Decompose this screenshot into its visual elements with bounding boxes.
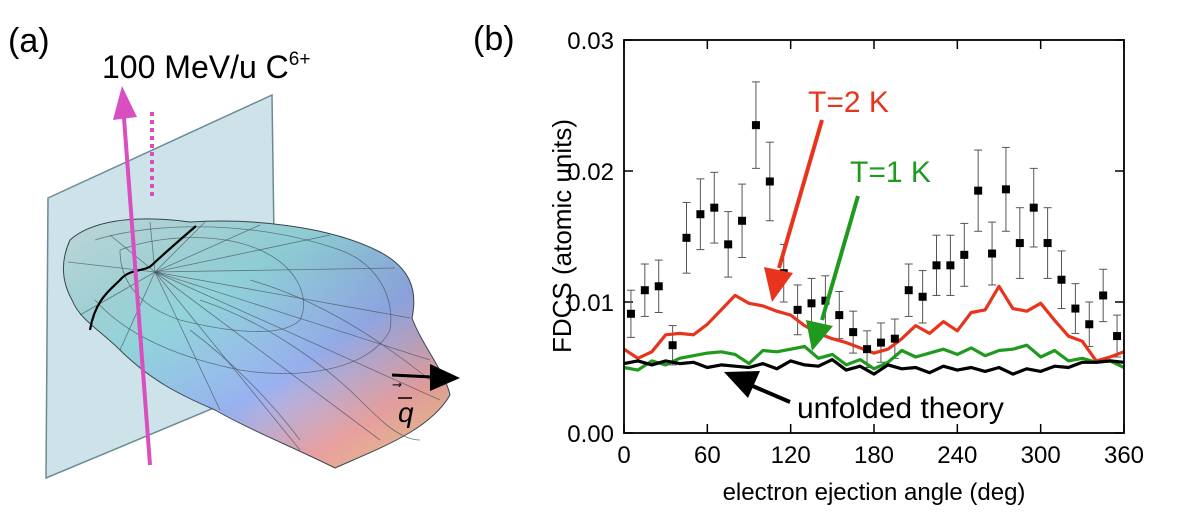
x-tick-label: 300	[1021, 442, 1061, 469]
data-point	[876, 338, 885, 347]
annotation-arrow-t1	[806, 195, 860, 351]
data-point	[668, 341, 677, 350]
beam-arrow	[113, 86, 154, 466]
data-point	[793, 305, 802, 314]
data-point	[1113, 332, 1122, 341]
error-bars	[626, 81, 1122, 368]
data-point	[821, 296, 830, 305]
data-point	[1029, 203, 1038, 212]
y-axis-label: FDCS (atomic units)	[547, 119, 577, 353]
data-point	[946, 261, 955, 270]
x-tick-label: 180	[854, 442, 894, 469]
data-point	[696, 210, 705, 219]
data-point	[751, 121, 760, 130]
y-tick-label: 0.01	[567, 290, 614, 317]
axis-ticks: 0 60 120 180 240 300 360 0.00 0.01 0.02 0.03	[567, 28, 1144, 469]
data-point	[974, 186, 983, 195]
x-tick-label: 360	[1104, 442, 1144, 469]
panel-b-label: (b)	[473, 20, 515, 58]
data-point	[765, 177, 774, 186]
data-point	[1001, 185, 1010, 194]
data-point	[724, 240, 733, 249]
data-point	[710, 203, 719, 212]
theory-line-t2	[623, 284, 1125, 363]
theory-curves	[623, 284, 1125, 376]
data-point	[640, 286, 649, 295]
data-point	[849, 328, 858, 337]
y-tick-label: 0.03	[567, 28, 614, 55]
data-point	[654, 282, 663, 291]
data-point	[807, 299, 816, 308]
annotation-t1: T=1 K	[850, 156, 931, 189]
data-point	[1099, 291, 1108, 300]
data-point	[626, 309, 635, 318]
plot-frame	[623, 39, 1125, 434]
q-label: q	[398, 397, 414, 428]
data-point	[918, 292, 927, 301]
beam-label: 100 MeV/u C6+	[102, 49, 310, 85]
x-tick-label: 60	[694, 442, 721, 469]
theory-line-unfolded	[623, 358, 1125, 376]
annotation-arrow-t2	[764, 119, 824, 302]
data-point	[835, 311, 844, 320]
data-point	[988, 249, 997, 258]
y-tick-label: 0.00	[567, 421, 614, 448]
annotation-arrow-unfolded	[724, 371, 791, 404]
x-tick-label: 240	[937, 442, 977, 469]
data-point	[738, 216, 747, 225]
panel-a-label: (a)	[8, 22, 50, 60]
data-point	[1043, 239, 1052, 248]
data-point	[904, 286, 913, 295]
annotation-t2: T=2 K	[808, 86, 889, 119]
annotation-unfolded-theory: unfolded theory	[797, 392, 1004, 425]
data-point	[863, 345, 872, 354]
data-point	[1085, 320, 1094, 329]
data-point	[1015, 239, 1024, 248]
cross-section-surface	[62, 218, 451, 469]
panel-b: (b) FDCS (atomic units) electron ejectio…	[473, 20, 1144, 506]
data-point	[932, 261, 941, 270]
data-point	[960, 250, 969, 259]
data-point	[1057, 275, 1066, 284]
x-axis-label: electron ejection angle (deg)	[723, 479, 1026, 506]
data-points	[626, 121, 1122, 354]
x-tick-label: 0	[617, 442, 630, 469]
data-point	[890, 334, 899, 343]
beam-label-text: 100 MeV/u C	[102, 49, 289, 85]
data-point	[1071, 304, 1080, 313]
panel-a: (a) 100 MeV/u C6+	[8, 22, 460, 480]
y-tick-label: 0.02	[567, 159, 614, 186]
theory-line-t1	[623, 343, 1125, 372]
data-point	[682, 233, 691, 242]
beam-label-superscript: 6+	[289, 49, 311, 70]
x-tick-label: 120	[771, 442, 811, 469]
